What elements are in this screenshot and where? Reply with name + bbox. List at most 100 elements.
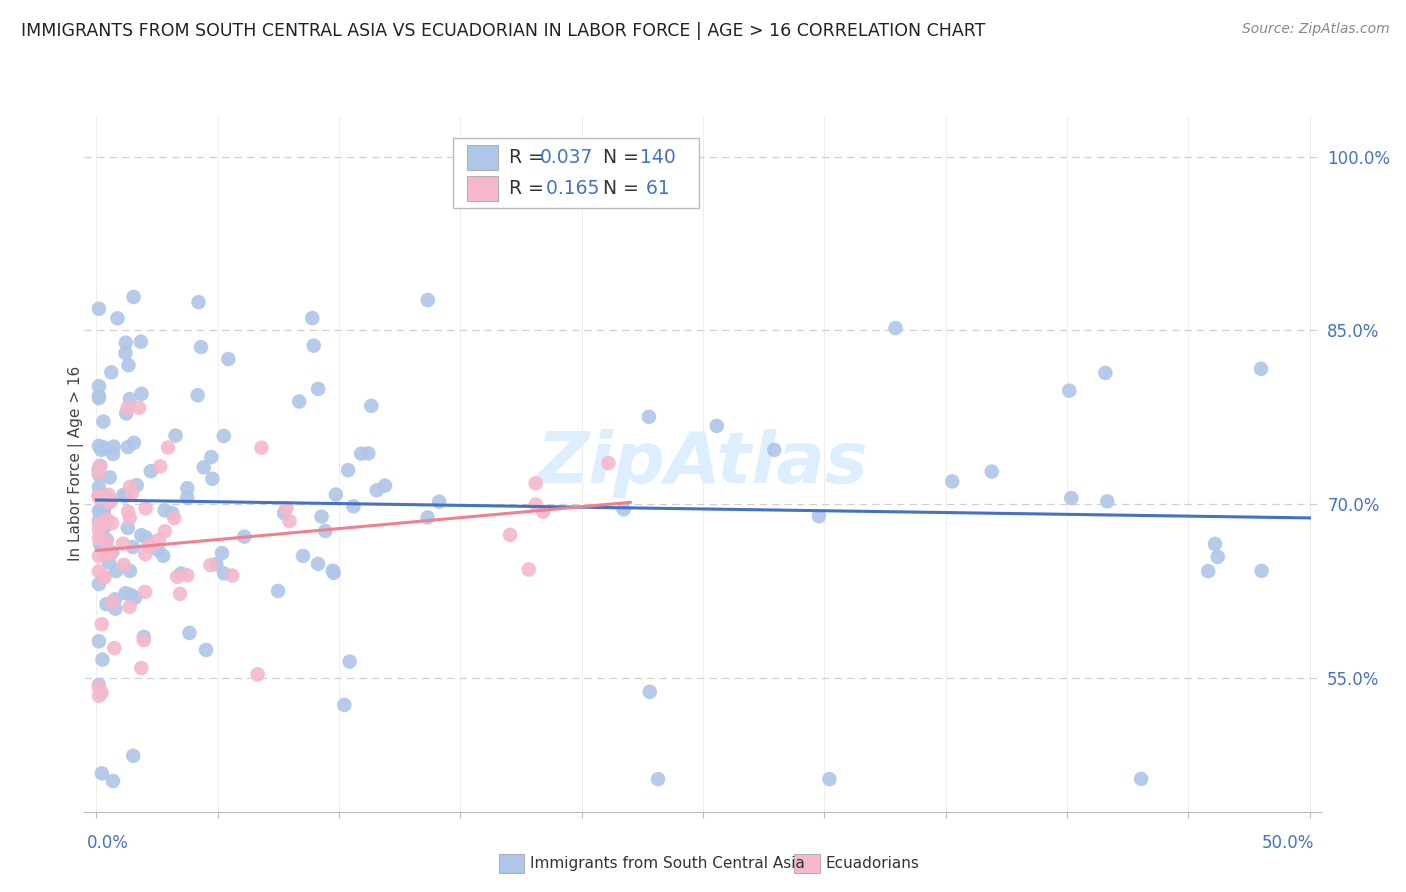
- Point: [122, 540, 145, 554]
- Point: [118, 564, 141, 578]
- Point: [176, 481, 198, 495]
- Point: [87, 489, 110, 503]
- Point: [96, 534, 118, 549]
- Point: [87, 565, 110, 579]
- Point: [187, 388, 209, 402]
- Point: [179, 626, 201, 640]
- Point: [117, 505, 139, 519]
- Point: [104, 564, 127, 578]
- Point: [195, 643, 218, 657]
- Point: [117, 401, 139, 415]
- Point: [89, 537, 111, 551]
- Point: [333, 698, 356, 712]
- Point: [427, 494, 450, 508]
- Point: [416, 293, 439, 307]
- Point: [337, 463, 360, 477]
- Point: [128, 401, 150, 415]
- Point: [131, 386, 153, 401]
- Point: [124, 591, 146, 605]
- Point: [91, 500, 114, 514]
- Point: [93, 415, 115, 429]
- Point: [90, 501, 112, 516]
- Text: ZipAtlas: ZipAtlas: [537, 429, 869, 499]
- Y-axis label: In Labor Force | Age > 16: In Labor Force | Age > 16: [67, 367, 84, 561]
- Point: [499, 528, 522, 542]
- Point: [267, 584, 290, 599]
- Point: [1094, 366, 1116, 380]
- Point: [107, 311, 129, 326]
- Point: [941, 475, 963, 489]
- Point: [273, 506, 295, 520]
- Text: IMMIGRANTS FROM SOUTH CENTRAL ASIA VS ECUADORIAN IN LABOR FORCE | AGE > 16 CORRE: IMMIGRANTS FROM SOUTH CENTRAL ASIA VS EC…: [21, 22, 986, 40]
- Point: [190, 340, 212, 354]
- Point: [100, 365, 122, 379]
- Point: [94, 490, 117, 504]
- Point: [212, 566, 235, 581]
- Point: [163, 511, 186, 525]
- Text: N =: N =: [591, 148, 644, 167]
- Point: [201, 472, 224, 486]
- Point: [87, 480, 110, 494]
- Point: [342, 500, 364, 514]
- Point: [1250, 564, 1272, 578]
- Point: [98, 470, 121, 484]
- Point: [87, 689, 110, 703]
- Point: [93, 570, 115, 584]
- Point: [94, 516, 117, 531]
- Point: [301, 311, 323, 326]
- Point: [117, 521, 139, 535]
- Text: 50.0%: 50.0%: [1263, 834, 1315, 852]
- Point: [87, 488, 110, 502]
- Point: [87, 504, 110, 518]
- Point: [91, 524, 114, 538]
- Point: [87, 439, 110, 453]
- Point: [302, 338, 325, 352]
- Point: [187, 295, 209, 310]
- Point: [307, 382, 329, 396]
- Point: [125, 478, 148, 492]
- Point: [193, 460, 215, 475]
- Point: [90, 766, 112, 780]
- Point: [122, 435, 145, 450]
- Point: [87, 680, 110, 694]
- Text: Immigrants from South Central Asia: Immigrants from South Central Asia: [530, 856, 806, 871]
- Point: [87, 513, 110, 527]
- Text: Ecuadorians: Ecuadorians: [825, 856, 920, 871]
- Point: [156, 441, 179, 455]
- Point: [87, 389, 110, 403]
- Point: [613, 502, 636, 516]
- Point: [638, 684, 661, 698]
- Point: [100, 494, 122, 508]
- Point: [288, 394, 311, 409]
- Point: [350, 447, 373, 461]
- Point: [101, 545, 124, 559]
- Point: [114, 346, 136, 360]
- Point: [322, 566, 344, 580]
- Point: [1204, 537, 1226, 551]
- Point: [278, 514, 301, 528]
- Point: [339, 655, 361, 669]
- Point: [98, 495, 121, 509]
- Point: [89, 458, 111, 473]
- Point: [118, 392, 141, 406]
- Point: [112, 558, 135, 572]
- Point: [87, 524, 110, 538]
- Point: [90, 617, 112, 632]
- Point: [112, 488, 135, 502]
- Text: Source: ZipAtlas.com: Source: ZipAtlas.com: [1241, 22, 1389, 37]
- Point: [96, 597, 118, 611]
- Point: [233, 530, 256, 544]
- Point: [1197, 564, 1219, 578]
- Point: [1130, 772, 1153, 786]
- Point: [246, 667, 269, 681]
- Point: [87, 532, 110, 546]
- Point: [104, 601, 127, 615]
- Point: [322, 564, 344, 578]
- Point: [647, 772, 669, 786]
- Point: [129, 528, 152, 542]
- Point: [94, 519, 117, 533]
- Point: [87, 516, 110, 531]
- Point: [250, 441, 273, 455]
- Point: [307, 557, 329, 571]
- Point: [524, 498, 547, 512]
